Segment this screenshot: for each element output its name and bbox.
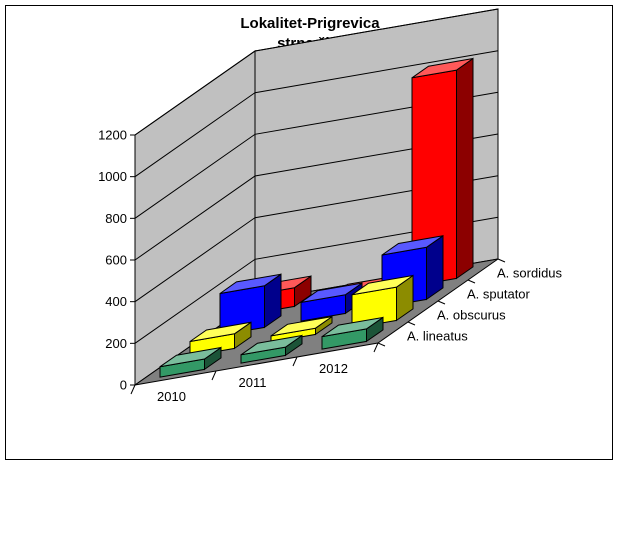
bar-top-face — [321, 316, 384, 338]
bar-top-face — [189, 321, 252, 342]
x-tick-label: 2012 — [319, 361, 348, 376]
y-tick-label: 800 — [105, 211, 127, 226]
bar-top-face — [159, 347, 222, 368]
bar-top-face — [411, 58, 474, 79]
bar-top-face — [300, 282, 363, 303]
depth-tick-mark — [467, 279, 476, 284]
y-tick-label: 600 — [105, 253, 127, 268]
depth-tick-mark — [497, 258, 506, 263]
bar-top-face — [351, 275, 414, 296]
bar-top-face — [240, 335, 303, 356]
bar-top-face — [219, 273, 282, 294]
x-tick-mark — [211, 370, 217, 381]
y-tick-label: 400 — [105, 294, 127, 309]
x-tick-label: 2010 — [157, 389, 186, 404]
bar — [351, 274, 414, 329]
y-tick-label: 200 — [105, 336, 127, 351]
x-tick-mark — [130, 384, 136, 395]
bar — [159, 346, 222, 378]
bar-top-face — [270, 316, 333, 337]
bar — [219, 273, 282, 336]
depth-tick-mark — [377, 342, 386, 347]
y-tick-label: 1200 — [98, 128, 127, 143]
bar-side-face — [456, 57, 474, 280]
series-label: A. sputator — [467, 287, 531, 302]
x-tick-label: 2011 — [239, 375, 267, 390]
series-label: A. lineatus — [407, 329, 468, 344]
gridline — [134, 8, 499, 136]
depth-tick-mark — [437, 300, 446, 305]
series-label: A. sordidus — [497, 266, 563, 281]
bar — [321, 316, 384, 350]
depth-tick-mark — [407, 321, 416, 326]
bar — [411, 57, 474, 287]
x-tick-mark — [292, 356, 298, 367]
series-label: A. obscurus — [437, 308, 506, 323]
chart-title-line-1: Lokalitet-Prigrevica — [240, 15, 380, 32]
bar — [240, 334, 303, 364]
y-tick-label: 1000 — [98, 169, 127, 184]
x-tick-mark — [373, 342, 379, 353]
y-tick-label: 0 — [120, 378, 127, 393]
bar-top-face — [381, 235, 444, 256]
gridline — [134, 50, 499, 178]
